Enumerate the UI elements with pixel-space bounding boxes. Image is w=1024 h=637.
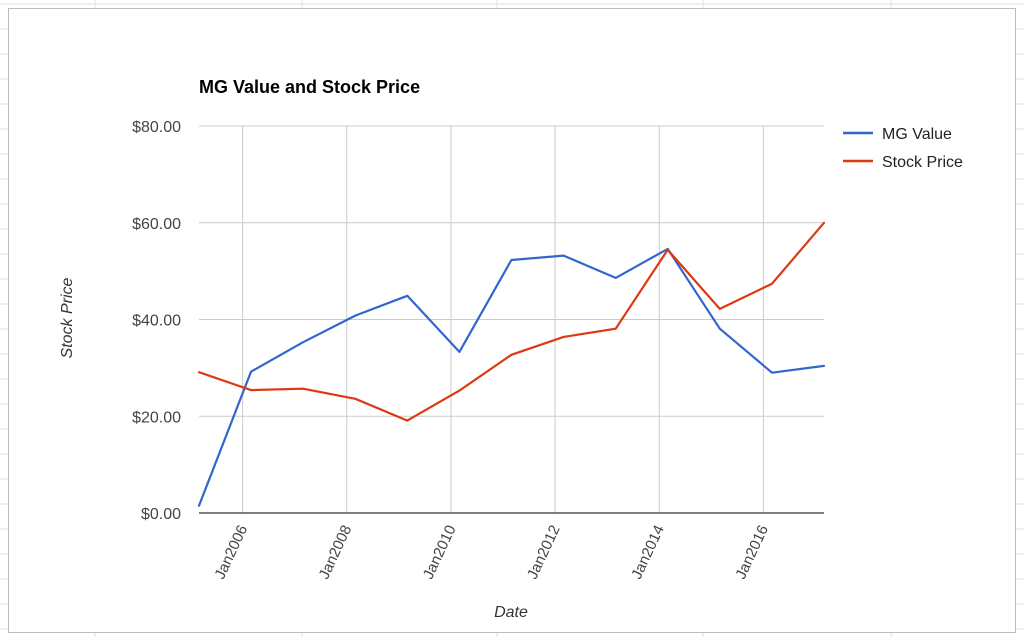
legend-label: MG Value: [882, 126, 952, 143]
x-tick-label: Jan2016: [732, 523, 772, 582]
series-line-mg-value[interactable]: [197, 247, 826, 507]
legend[interactable]: MG Value Stock Price: [843, 126, 963, 171]
legend-item[interactable]: Stock Price: [843, 154, 963, 171]
series-line-stock-price[interactable]: [197, 221, 826, 422]
x-tick-label: Jan2012: [524, 523, 564, 582]
chart-title: MG Value and Stock Price: [199, 77, 420, 97]
y-tick-label: $80.00: [132, 119, 181, 136]
legend-label: Stock Price: [882, 154, 963, 171]
x-tick-label: Jan2014: [628, 523, 668, 582]
y-tick-label: $60.00: [132, 216, 181, 233]
chart-card[interactable]: [8, 8, 1016, 633]
x-tick-label: Jan2008: [316, 523, 356, 582]
x-tick-label: Jan2010: [420, 523, 460, 582]
x-tick-label: Jan2006: [212, 523, 252, 582]
y-tick-label: $40.00: [132, 313, 181, 330]
y-tick-label: $20.00: [132, 409, 181, 426]
x-axis-ticks: Jan2006 Jan2008 Jan2010 Jan2012 Jan2014 Jan20…: [212, 523, 772, 582]
gridlines: [199, 125, 824, 513]
x-axis-title: Date: [494, 604, 528, 621]
y-tick-label: $0.00: [141, 506, 181, 523]
series-lines: [197, 221, 826, 507]
legend-item[interactable]: MG Value: [843, 126, 952, 143]
y-axis-title: Stock Price: [59, 277, 76, 358]
y-axis-ticks: $0.00 $20.00 $40.00 $60.00 $80.00: [132, 119, 181, 523]
